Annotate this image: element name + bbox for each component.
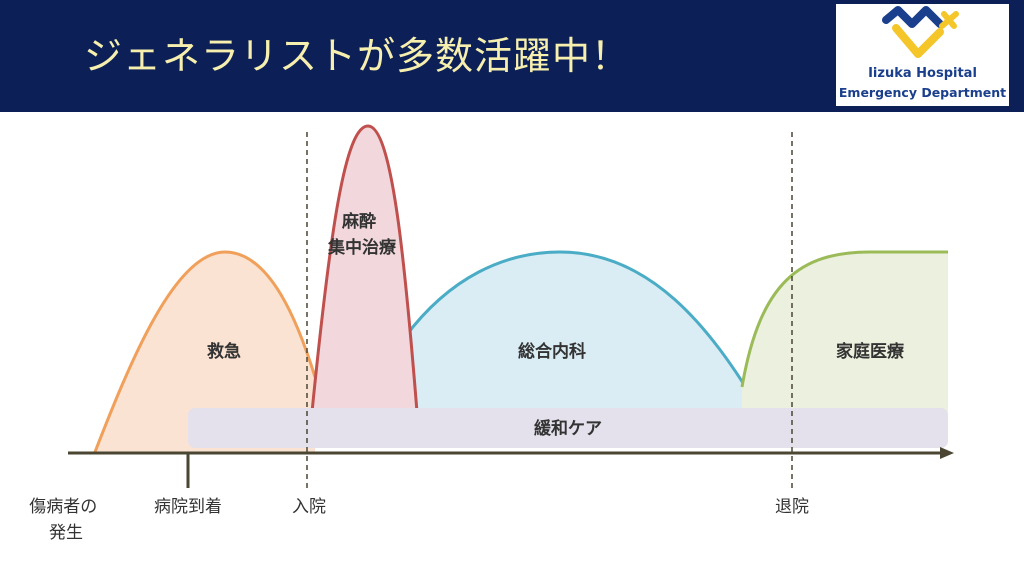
logo-text-department: Emergency Department <box>838 85 1007 100</box>
phase-label-family-medicine: 家庭医療 <box>836 341 905 362</box>
heart-cross-logo-icon <box>882 6 959 58</box>
phase-curve-general-medicine <box>405 252 758 412</box>
phase-curve-emergency <box>95 252 315 452</box>
hospital-logo: Iizuka Hospital Emergency Department <box>836 4 1009 106</box>
phase-curve-emergency-outline <box>93 250 317 453</box>
phase-label-anesthesia-icu: 麻酔 集中治療 <box>327 211 397 258</box>
header-banner: ジェネラリストが多数活躍中！ Iizuka Hospital Emergency… <box>0 0 1024 112</box>
timeline-label-admission: 入院 <box>292 497 326 517</box>
phase-curve-family-medicine <box>742 252 948 412</box>
palliative-care-band <box>188 408 948 448</box>
time-axis-arrowhead <box>940 447 954 459</box>
timeline-label-discharge: 退院 <box>775 497 809 517</box>
phase-curve-anesthesia-icu <box>310 124 419 414</box>
palliative-care-label: 緩和ケア <box>534 418 602 439</box>
phase-label-general-medicine: 総合内科 <box>518 341 586 362</box>
page-title: ジェネラリストが多数活躍中！ <box>84 34 631 78</box>
phase-curve-family-medicine-outline <box>740 250 948 388</box>
timeline-label-arrival: 病院到着 <box>154 497 222 517</box>
phase-label-emergency: 救急 <box>207 341 241 362</box>
timeline-label-onset: 傷病者の 発生 <box>29 497 102 543</box>
care-pathway-diagram: 救急 麻酔 集中治療 総合内科 家庭医療 緩和ケア 傷病者の 発生 病院到着 入… <box>29 124 954 543</box>
phase-curve-general-medicine-outline <box>403 250 760 408</box>
logo-text-hospital: Iizuka Hospital <box>868 66 977 81</box>
